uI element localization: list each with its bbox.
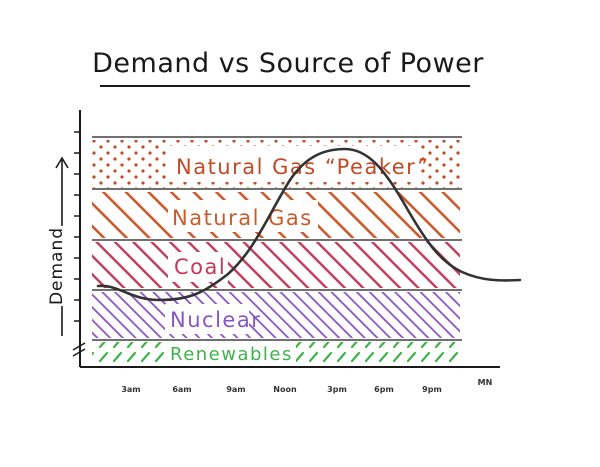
band-nuclear-label-mask <box>165 304 249 334</box>
diagram-title: Demand vs Source of Power <box>92 48 484 79</box>
band-natural-gas <box>92 192 460 238</box>
x-tick-label: Noon <box>273 385 297 394</box>
band-label-natural-gas-peaker: Natural Gas “Peaker” <box>176 155 430 179</box>
demand-curve <box>96 147 522 302</box>
y-axis-ticks <box>74 131 80 322</box>
band-coal <box>92 242 460 288</box>
band-coal-label-mask <box>168 252 228 282</box>
band-gas-label-mask <box>168 200 318 232</box>
y-arrow-head-icon <box>55 156 69 169</box>
band-label-natural-gas: Natural Gas <box>172 206 313 230</box>
axis-break-mark <box>72 342 86 357</box>
x-tick-label: 6pm <box>374 385 394 394</box>
x-tick-label: 9pm <box>422 385 442 394</box>
band-label-renewables: Renewables <box>170 344 293 365</box>
band-label-coal: Coal <box>174 255 226 279</box>
band-renewables <box>92 342 460 364</box>
x-tick-label: MN <box>478 378 493 387</box>
x-tick-label: 9am <box>226 385 245 394</box>
band-label-nuclear: Nuclear <box>170 308 261 332</box>
band-coal-fill <box>92 242 460 288</box>
band-renewables-label-mask <box>166 342 296 364</box>
x-tick-label: 3am <box>121 385 140 394</box>
x-tick-label: 3pm <box>327 385 347 394</box>
x-tick-labels: 3am 6am 9am Noon 3pm 6pm 9pm MN <box>121 378 492 394</box>
y-axis-label: Demand <box>47 227 67 305</box>
x-tick-label: 6am <box>172 385 191 394</box>
band-separator-lines <box>92 136 462 341</box>
